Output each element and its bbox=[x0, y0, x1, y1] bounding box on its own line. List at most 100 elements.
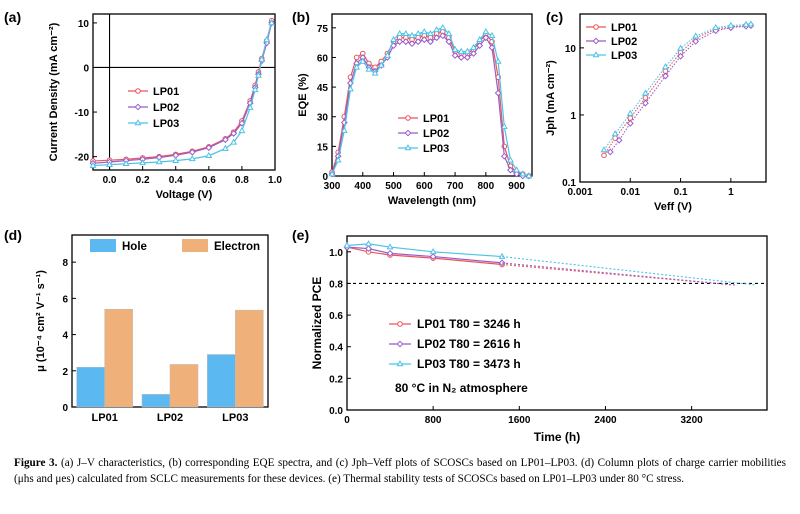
data-point-lp02 bbox=[188, 148, 196, 156]
x-axis-label: Wavelength (nm) bbox=[388, 195, 477, 207]
data-point-lp02 bbox=[457, 54, 465, 61]
y-tick-label: 0.2 bbox=[329, 374, 343, 385]
x-tick-label: 0.1 bbox=[674, 187, 688, 198]
legend-label-lp01: LP01 T80 = 3246 h bbox=[417, 317, 521, 331]
x-tick-label: 1600 bbox=[508, 415, 531, 426]
bar-electron-lp03 bbox=[235, 309, 264, 408]
panel-a: 0.0 0.2 0.4 0.6 0.8 1.0 -20 -10 0 10 LP01 LP02 LP03 V… bbox=[4, 9, 282, 201]
data-point-lp03 bbox=[427, 29, 434, 37]
data-point-lp02 bbox=[500, 152, 508, 160]
y-tick-label: -10 bbox=[75, 108, 90, 119]
data-point-lp03 bbox=[626, 109, 634, 116]
data-point-lp03 bbox=[677, 44, 685, 51]
data-point-lp03 bbox=[371, 69, 379, 76]
data-point-lp03 bbox=[258, 55, 266, 62]
data-point-lp03 bbox=[525, 172, 533, 179]
y-tick-label: 8 bbox=[62, 258, 68, 269]
data-point-lp03 bbox=[359, 57, 367, 64]
data-point-lp03 bbox=[343, 241, 351, 248]
axes-frame bbox=[331, 13, 533, 177]
data-point-lp03 bbox=[727, 21, 735, 28]
legend-marker-lp02 bbox=[592, 37, 600, 45]
axes-frame bbox=[579, 13, 767, 183]
x-tick-label: 600 bbox=[416, 181, 433, 192]
data-point-lp03 bbox=[246, 103, 254, 110]
data-point-lp02 bbox=[439, 32, 447, 40]
data-point-lp03 bbox=[500, 122, 508, 129]
y-tick-label: 15 bbox=[317, 142, 329, 153]
data-point-lp03 bbox=[600, 146, 608, 153]
y-axis-label: Normalized PCE bbox=[310, 277, 324, 370]
data-point-lp03 bbox=[251, 85, 259, 93]
data-point-lp03 bbox=[328, 170, 336, 177]
x-tick-label: 1 bbox=[728, 187, 734, 198]
x-tick-label: 0.01 bbox=[621, 187, 641, 198]
panel-d: 0 2 4 6 8 LP01 LP02 LP03 Hole Electron μ (10⁻⁴ cm²… bbox=[4, 227, 269, 424]
data-point-lp03 bbox=[445, 29, 453, 37]
data-point-lp02 bbox=[414, 38, 422, 46]
data-point-lp03 bbox=[482, 27, 490, 35]
data-point-lp02 bbox=[488, 44, 496, 51]
legend-label-lp01: LP01 bbox=[153, 86, 179, 98]
legend-marker-lp02 bbox=[404, 129, 412, 137]
legend-label-lp03: LP03 bbox=[423, 143, 449, 155]
y-tick-label: 2 bbox=[62, 367, 68, 378]
fit-line-lp03 bbox=[502, 256, 757, 286]
y-tick-label: 10 bbox=[78, 19, 90, 30]
data-point-lp03 bbox=[429, 248, 437, 255]
data-point-lp03 bbox=[712, 23, 720, 30]
data-point-lp03 bbox=[365, 65, 373, 72]
data-point-lp03 bbox=[513, 166, 521, 173]
data-point-lp03 bbox=[414, 29, 422, 37]
data-point-lp02 bbox=[420, 36, 428, 44]
data-point-lp03 bbox=[476, 35, 484, 42]
x-axis-label: Veff (V) bbox=[654, 201, 692, 213]
y-tick-label: 10 bbox=[565, 44, 577, 55]
panel-c: 0.001 0.01 0.1 1 0.1 1 10 LP01 LP02 LP03 Veff (V) J… bbox=[545, 9, 767, 213]
figure-caption: Figure 3. (a) J–V characteristics, (b) c… bbox=[14, 456, 786, 487]
data-point-lp03 bbox=[747, 20, 755, 27]
data-point-lp02 bbox=[365, 245, 372, 253]
legend-label-lp03: LP03 bbox=[611, 50, 637, 62]
data-point-lp03 bbox=[340, 126, 348, 133]
data-point-lp03 bbox=[230, 138, 238, 145]
data-point-lp03 bbox=[353, 63, 361, 70]
data-point-lp03 bbox=[386, 243, 394, 250]
legend-marker-lp01 bbox=[397, 321, 403, 327]
data-point-lp02 bbox=[476, 42, 484, 50]
x-tick-label: 900 bbox=[508, 181, 525, 192]
bar-electron-lp02 bbox=[169, 364, 199, 408]
data-point-lp01 bbox=[627, 115, 634, 121]
panel-label-a: (a) bbox=[4, 9, 21, 25]
data-point-lp02 bbox=[463, 54, 471, 61]
panel-e: 0 800 1600 2400 3200 0.0 0.2 0.4 0.6 0.8 1.0 LP01 T… bbox=[292, 227, 768, 444]
data-point-lp02 bbox=[662, 72, 669, 80]
y-tick-label: 6 bbox=[62, 294, 68, 305]
y-axis-label: Current Density (mA cm⁻²) bbox=[48, 22, 60, 161]
legend-label-lp03: LP03 T80 = 3473 h bbox=[417, 357, 521, 371]
data-point-lp01 bbox=[353, 54, 360, 61]
caption-text: (a) J–V characteristics, (b) correspondi… bbox=[14, 457, 786, 485]
data-point-lp03 bbox=[661, 63, 669, 70]
data-point-lp02 bbox=[642, 99, 649, 107]
data-point-lp03 bbox=[268, 19, 276, 26]
data-point-lp03 bbox=[221, 144, 229, 151]
x-tick-label: 0.4 bbox=[169, 175, 183, 186]
x-tick-label: 400 bbox=[354, 181, 371, 192]
bar-hole-lp02 bbox=[141, 394, 171, 408]
y-tick-label: 1 bbox=[570, 111, 576, 122]
data-point-lp03 bbox=[433, 25, 441, 33]
x-tick-label: 800 bbox=[478, 181, 495, 192]
y-tick-label: 0 bbox=[83, 63, 89, 74]
data-point-lp02 bbox=[427, 38, 434, 46]
data-point-lp03 bbox=[463, 47, 471, 54]
data-point-lp03 bbox=[420, 27, 428, 35]
y-tick-label: 4 bbox=[62, 331, 68, 342]
y-tick-label: 0.6 bbox=[329, 311, 343, 322]
legend-label-lp02: LP02 bbox=[611, 36, 637, 48]
y-tick-label: 75 bbox=[317, 24, 329, 35]
data-point-lp03 bbox=[347, 85, 354, 92]
series-line-lp01 bbox=[603, 24, 751, 156]
data-point-lp03 bbox=[488, 31, 496, 39]
x-tick-label: 2400 bbox=[594, 415, 617, 426]
